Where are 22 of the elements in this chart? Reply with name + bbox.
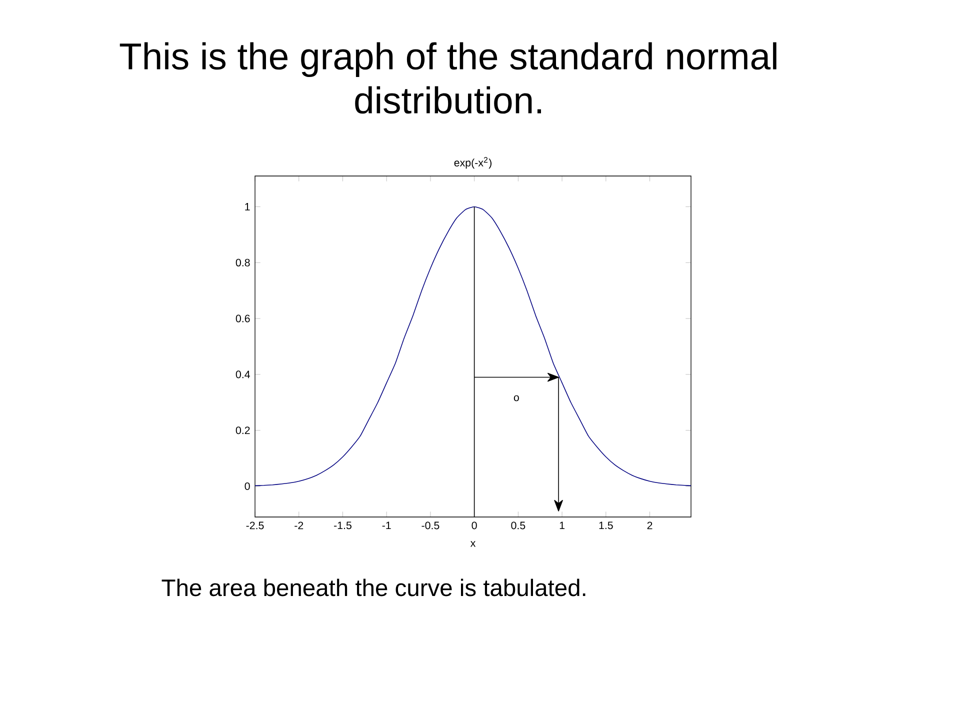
- x-tick-label: 0: [472, 522, 477, 530]
- x-tick-label: 1: [560, 522, 564, 530]
- x-tick-label: -1: [382, 522, 391, 530]
- chart-title: This is the graph of the standard normal distribution.: [120, 42, 776, 114]
- x-tick-label: 0.5: [511, 522, 526, 530]
- x-tick-label: -1.5: [334, 522, 352, 530]
- y-tick-label: 0.6: [236, 314, 250, 322]
- x-tick-label: 1.5: [599, 522, 613, 530]
- line-series: [254, 206, 692, 486]
- y-tick-label: 0: [244, 482, 250, 490]
- x-tick-label: 2: [647, 522, 652, 530]
- x-tick-label: -2: [294, 522, 304, 530]
- x-tick-label: -0.5: [422, 522, 440, 530]
- y-tick-label: 0.4: [236, 370, 250, 378]
- chart-subtitle: exp(-x$^{2}$): [454, 157, 492, 169]
- x-axis-title: x: [470, 541, 476, 547]
- x-tick-label: -2.5: [246, 522, 264, 530]
- ref-line-label: o: [514, 395, 519, 402]
- y-tick-label: 0.2: [236, 426, 250, 434]
- y-tick-label: 1: [245, 203, 250, 210]
- y-tick-label: 0.8: [236, 258, 250, 266]
- text: The area beneath the curve is tabulated.: [162, 578, 586, 596]
